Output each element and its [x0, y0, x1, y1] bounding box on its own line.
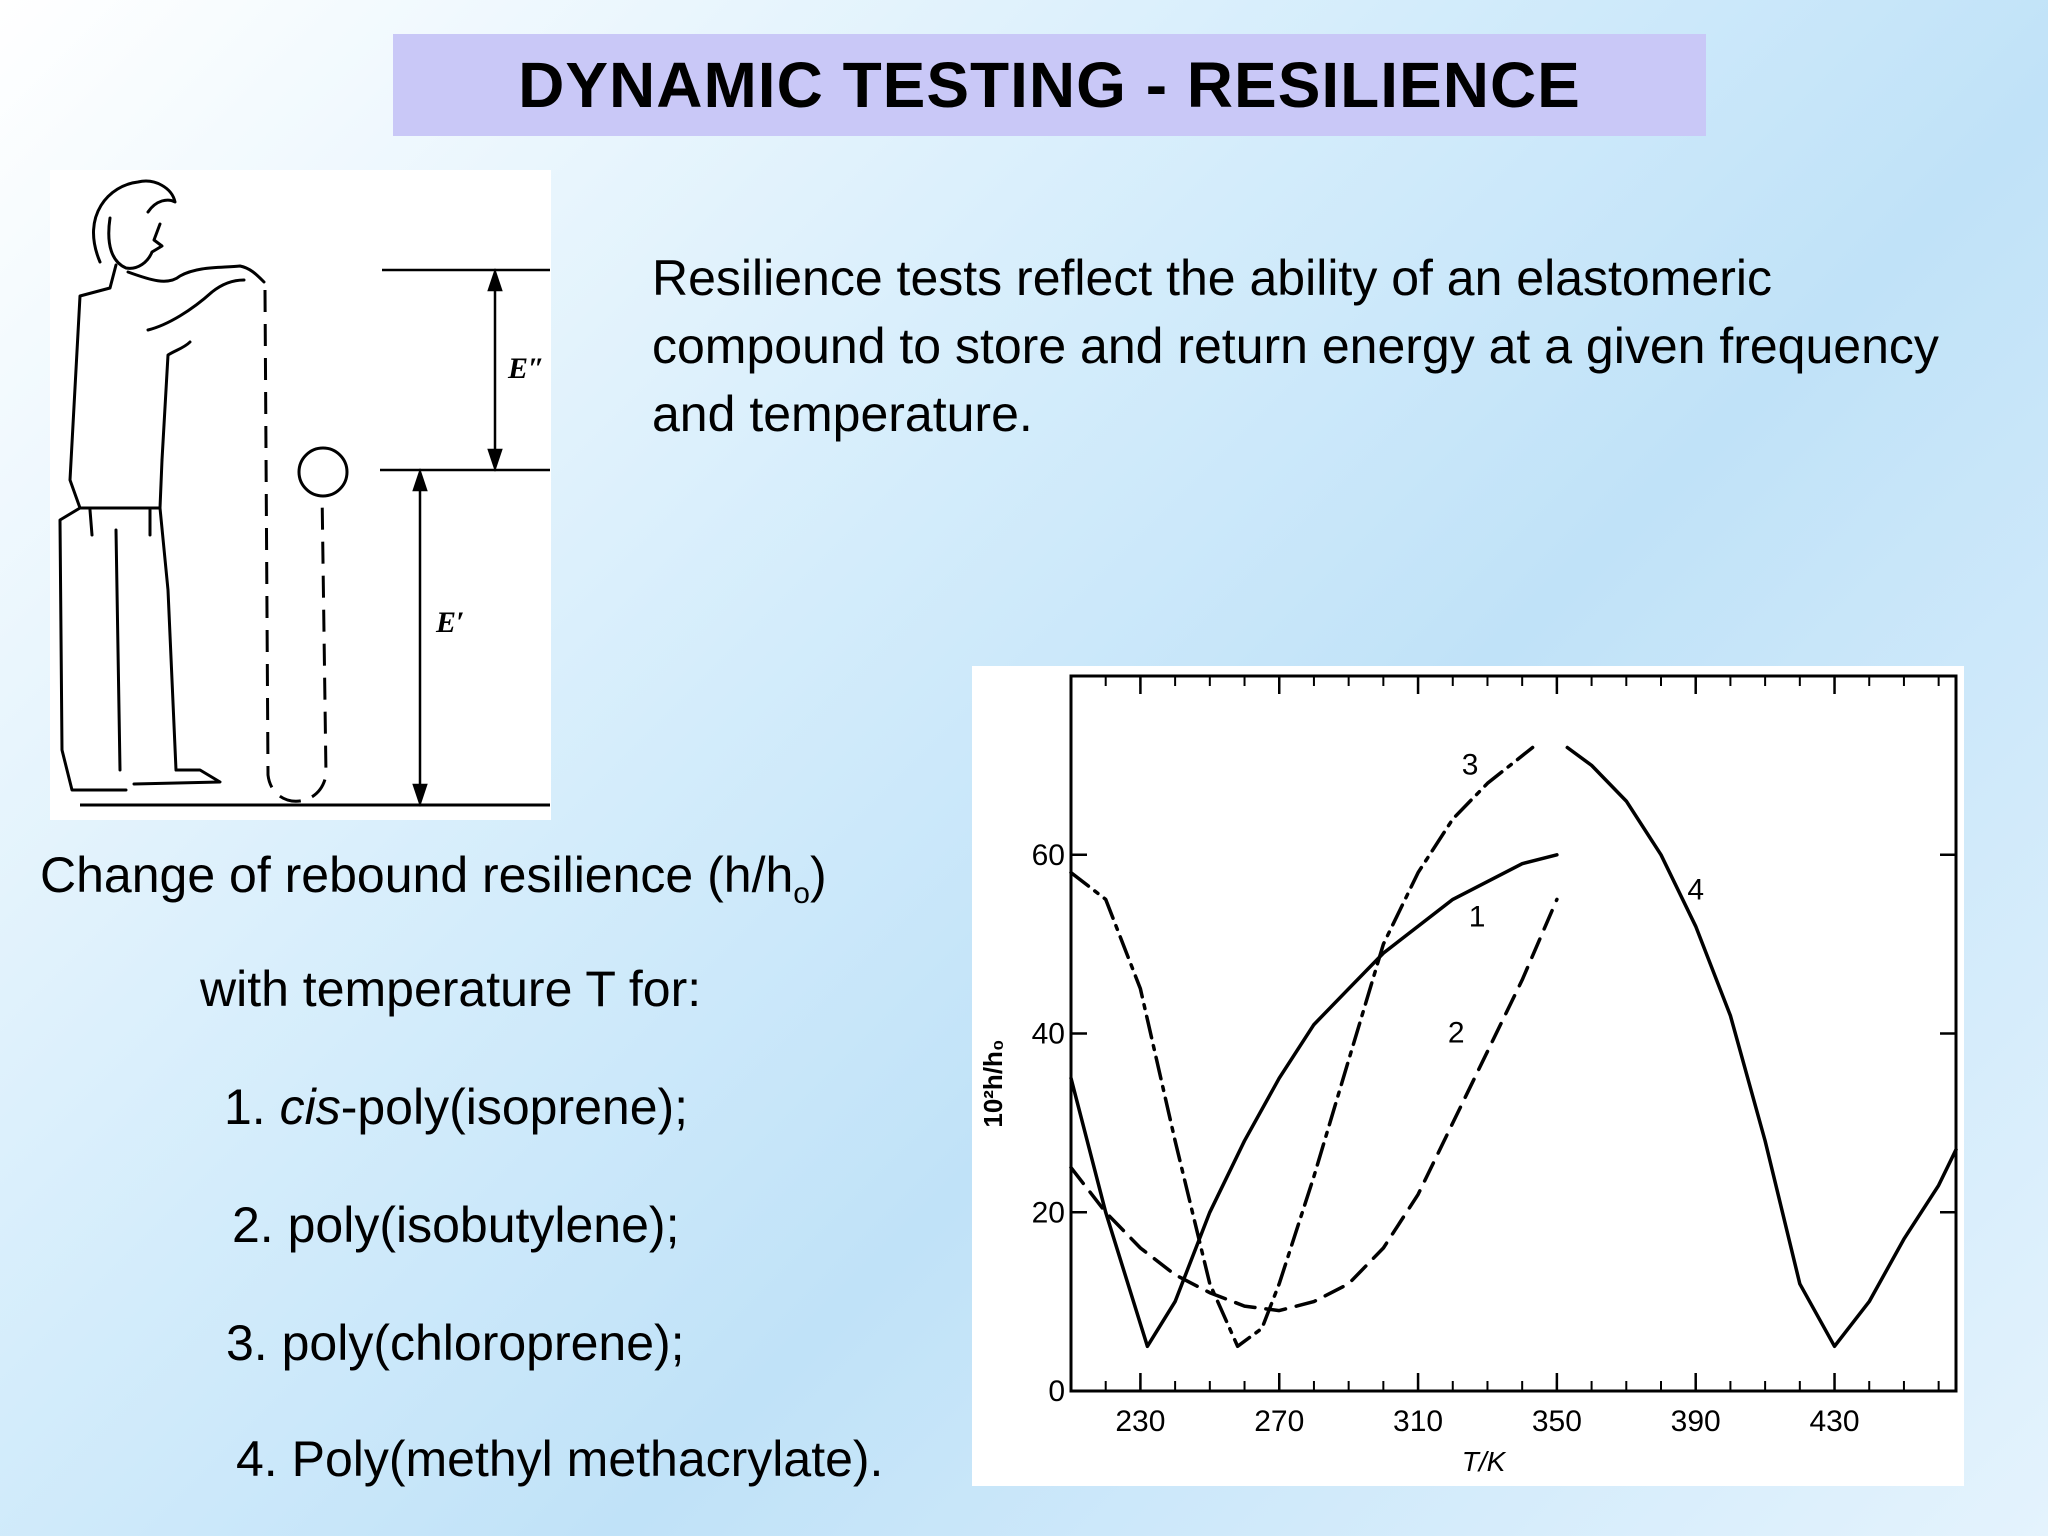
series-1-line	[1069, 853, 1559, 1349]
curve-label-3: 3	[1462, 748, 1479, 781]
y-tick-label: 40	[1032, 1018, 1065, 1051]
x-tick-label: 350	[1532, 1405, 1582, 1438]
plot-frame	[1069, 674, 1958, 1393]
y-axis-label: 10²h/h₀	[978, 1039, 1008, 1127]
y-tick-label: 0	[1048, 1375, 1065, 1408]
e-loss-label: E″	[507, 352, 545, 385]
series-2-line	[1069, 897, 1559, 1313]
list-item-1: 1. cis-poly(isoprene);	[224, 1079, 689, 1135]
intro-text: Resilience tests reflect the ability of …	[652, 250, 1939, 442]
rebound-ball	[297, 446, 349, 498]
curve-label-1: 1	[1469, 900, 1486, 933]
title-box: DYNAMIC TESTING - RESILIENCE	[393, 34, 1706, 136]
caption-line-1: Change of rebound resilience (h/ho)	[40, 847, 827, 910]
resilience-chart-panel: 230 270 310 350 390 430 0 20 40 60 T/K 10²h/h₀ 1 2 3 4	[972, 666, 1964, 1486]
curve-label-4: 4	[1687, 873, 1704, 906]
x-tick-label: 430	[1809, 1405, 1859, 1438]
slide-title: DYNAMIC TESTING - RESILIENCE	[518, 49, 1581, 121]
series-4-line	[1565, 745, 1958, 1349]
x-tick-label: 230	[1115, 1405, 1165, 1438]
curve-label-2: 2	[1448, 1016, 1465, 1049]
x-tick-label: 310	[1393, 1405, 1443, 1438]
y-tick-label: 60	[1032, 839, 1065, 872]
list-item-3: 3. poly(chloroprene);	[226, 1315, 685, 1371]
person-figure	[58, 179, 266, 792]
rebound-illustration: E″ E′	[58, 179, 550, 807]
y-tick-label: 20	[1032, 1196, 1065, 1229]
ball-trajectory	[263, 289, 328, 803]
list-item-2: 2. poly(isobutylene);	[232, 1197, 680, 1253]
x-axis-label: T/K	[1462, 1446, 1507, 1477]
caption-line-2: with temperature T for:	[200, 961, 702, 1017]
x-tick-label: 390	[1671, 1405, 1721, 1438]
energy-arrows	[80, 268, 550, 807]
list-item-4: 4. Poly(methyl methacrylate).	[236, 1431, 884, 1487]
x-tick-label: 270	[1254, 1405, 1304, 1438]
series-3-line	[1069, 745, 1535, 1349]
resilience-chart: 230 270 310 350 390 430 0 20 40 60 T/K 10²h/h₀ 1 2 3 4	[978, 674, 1958, 1477]
e-storage-label: E′	[435, 606, 464, 639]
rebound-illustration-panel: E″ E′	[50, 170, 551, 820]
